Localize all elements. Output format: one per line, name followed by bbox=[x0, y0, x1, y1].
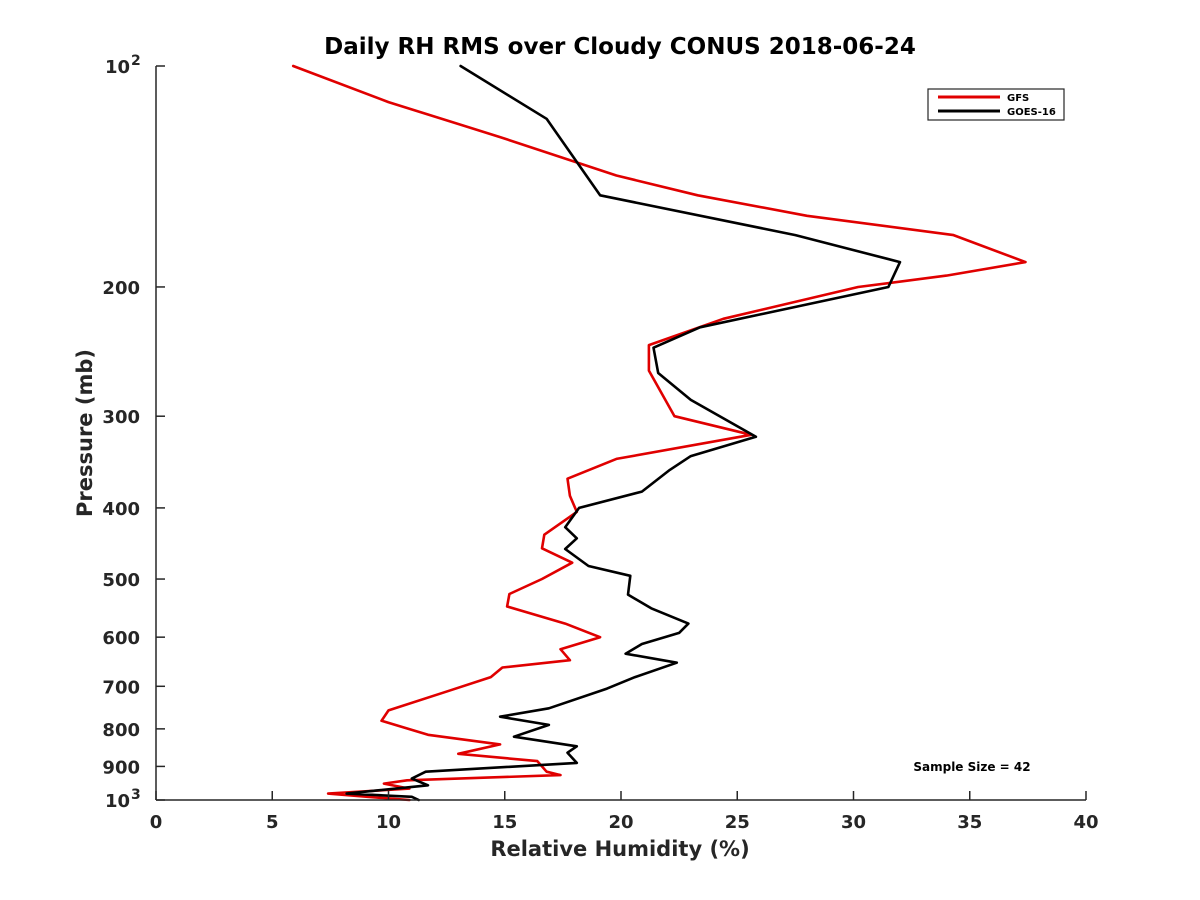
y-tick-label: 500 bbox=[102, 570, 140, 591]
y-tick-label: 300 bbox=[102, 407, 140, 428]
series-line-gfs bbox=[291, 64, 1027, 802]
chart-title: Daily RH RMS over Cloudy CONUS 2018-06-2… bbox=[324, 34, 916, 60]
x-axis-ticks: 0 5 10 15 20 25 30 35 40 bbox=[150, 791, 1099, 833]
y-tick-exponent: 3 bbox=[131, 787, 141, 803]
y-tick-label: 800 bbox=[102, 720, 140, 741]
x-tick-label: 10 bbox=[376, 812, 401, 833]
x-tick-label: 25 bbox=[725, 812, 750, 833]
y-tick-label: 700 bbox=[102, 677, 140, 698]
x-tick-label: 40 bbox=[1073, 812, 1098, 833]
y-tick-label: 10 bbox=[105, 791, 130, 812]
x-tick-label: 30 bbox=[841, 812, 866, 833]
x-tick-label: 15 bbox=[492, 812, 517, 833]
y-tick-label: 900 bbox=[102, 757, 140, 778]
legend-box bbox=[927, 88, 1065, 121]
x-tick-label: 35 bbox=[957, 812, 982, 833]
legend-label-gfs: GFS bbox=[1007, 93, 1029, 104]
x-tick-label: 5 bbox=[266, 812, 279, 833]
series-layer bbox=[291, 64, 1027, 802]
y-tick-label: 600 bbox=[102, 628, 140, 649]
y-axis-label: Pressure (mb) bbox=[73, 349, 97, 517]
y-tick-exponent: 2 bbox=[131, 53, 141, 69]
series-line-goes16 bbox=[345, 64, 902, 802]
x-tick-label: 20 bbox=[608, 812, 633, 833]
y-tick-label: 10 bbox=[105, 57, 130, 78]
y-tick-label: 400 bbox=[102, 499, 140, 520]
legend: GFS GOES-16 bbox=[927, 88, 1065, 121]
y-tick-label: 200 bbox=[102, 278, 140, 299]
x-axis-label: Relative Humidity (%) bbox=[490, 837, 749, 861]
x-tick-label: 0 bbox=[150, 812, 163, 833]
sample-size-annotation: Sample Size = 42 bbox=[913, 760, 1030, 774]
legend-label-goes16: GOES-16 bbox=[1007, 107, 1056, 118]
